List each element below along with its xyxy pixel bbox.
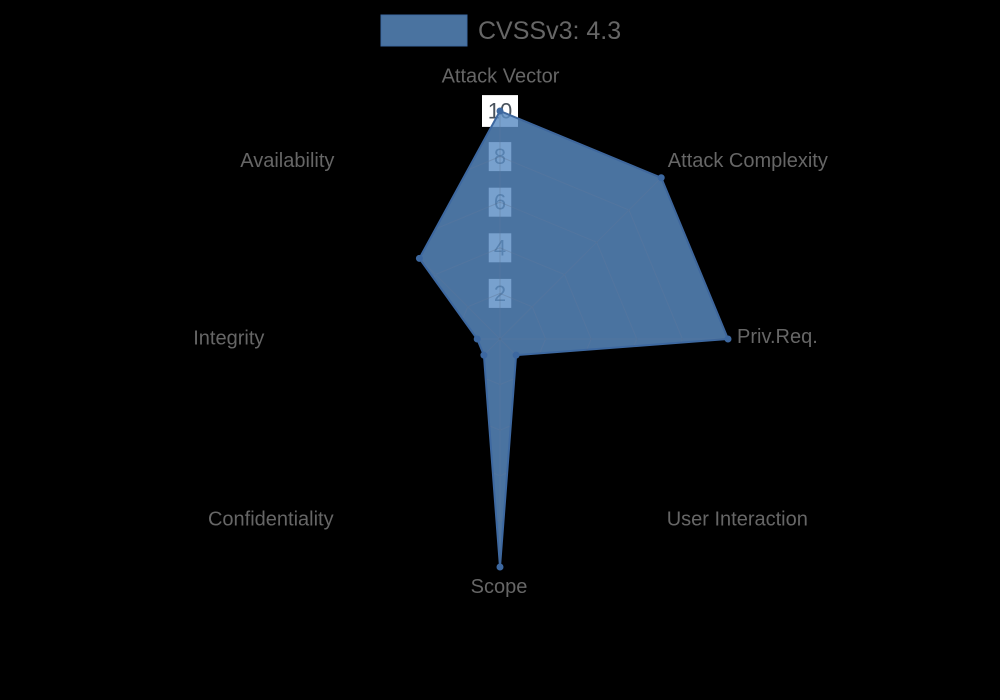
svg-text:Attack Vector: Attack Vector bbox=[442, 66, 560, 88]
svg-text:Availability: Availability bbox=[240, 150, 334, 172]
svg-text:User Interaction: User Interaction bbox=[667, 509, 808, 531]
svg-text:CVSSv3: 4.3: CVSSv3: 4.3 bbox=[478, 17, 621, 45]
svg-text:Scope: Scope bbox=[471, 576, 528, 598]
svg-text:Integrity: Integrity bbox=[193, 328, 264, 350]
svg-text:Confidentiality: Confidentiality bbox=[208, 509, 334, 531]
svg-text:Attack Complexity: Attack Complexity bbox=[668, 150, 828, 172]
svg-text:Priv.Req.: Priv.Req. bbox=[737, 326, 818, 348]
